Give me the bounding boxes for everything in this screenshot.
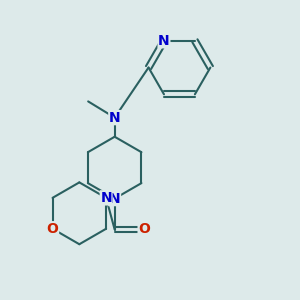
Text: N: N — [109, 192, 121, 206]
Text: N: N — [109, 111, 121, 124]
Text: N: N — [100, 191, 112, 205]
Text: N: N — [158, 34, 170, 48]
Text: O: O — [138, 223, 150, 236]
Text: O: O — [46, 222, 58, 236]
